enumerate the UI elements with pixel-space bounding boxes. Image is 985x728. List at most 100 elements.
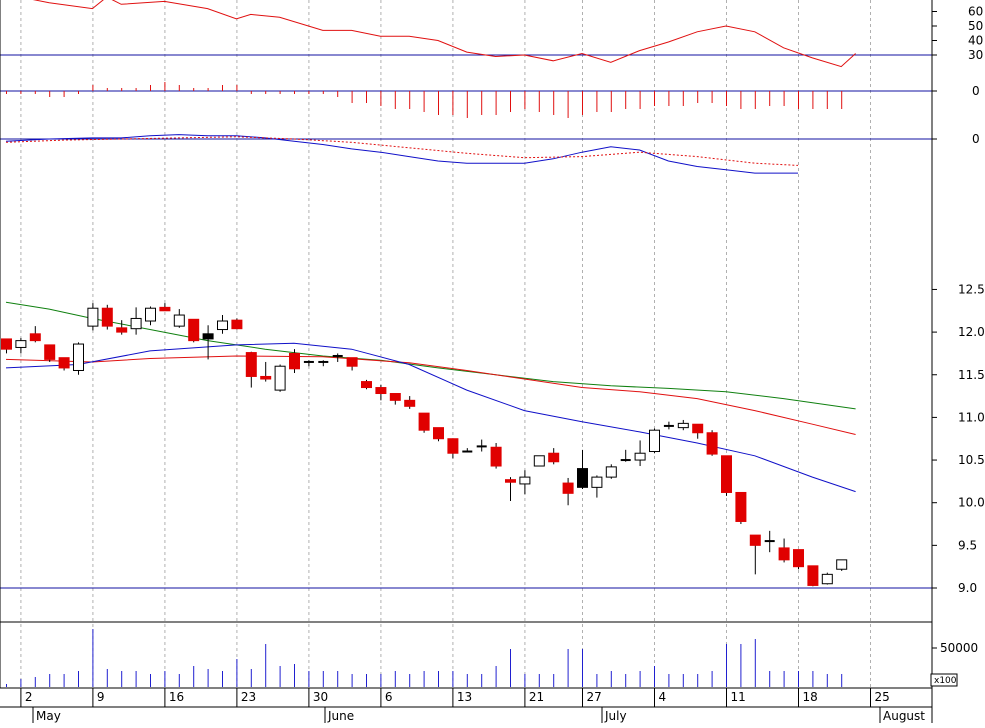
candle-body — [73, 343, 84, 371]
rsi-line — [32, 0, 856, 68]
price-axis-label: 9.5 — [958, 538, 977, 552]
candle-body — [749, 534, 761, 546]
x-tick-label: 9 — [97, 690, 105, 704]
candle — [519, 470, 531, 495]
candle-body — [130, 317, 142, 330]
candle — [188, 318, 200, 343]
candle — [764, 530, 775, 553]
candle — [289, 349, 300, 374]
ma-blue-line — [5, 342, 856, 493]
candle — [217, 315, 228, 334]
candle — [375, 384, 387, 401]
candle-body — [778, 547, 790, 561]
candle — [245, 351, 257, 388]
price-axis-label: 10.0 — [958, 496, 985, 510]
candle — [605, 464, 617, 479]
candle-body — [519, 476, 531, 485]
candle-body — [548, 452, 560, 463]
candle-body — [404, 399, 416, 407]
momentum-panel — [0, 82, 932, 118]
candle — [173, 309, 185, 328]
price-axis-label: 12.0 — [958, 325, 985, 339]
candle — [274, 364, 286, 392]
candle — [303, 360, 314, 367]
candle-body — [634, 452, 646, 461]
candle-body — [706, 432, 718, 455]
candle-body — [821, 573, 833, 585]
month-label: August — [883, 709, 925, 723]
volume-axis-label: 50000 — [940, 641, 978, 655]
candle-body — [591, 476, 603, 488]
candle — [231, 318, 243, 330]
month-label: June — [327, 709, 354, 723]
x-tick-label: 25 — [875, 690, 890, 704]
candle — [663, 421, 674, 430]
candle-body — [375, 387, 387, 395]
candle — [87, 303, 99, 331]
candle-body — [15, 340, 27, 348]
candle — [620, 449, 631, 462]
candle-body — [188, 318, 200, 342]
macd-zero-label: 0 — [972, 132, 980, 146]
volume-panel — [6, 629, 843, 687]
price-axis-label: 11.0 — [958, 410, 985, 424]
rsi-axis-label: 30 — [968, 48, 983, 62]
candle — [562, 477, 574, 506]
candle-body — [533, 455, 545, 467]
x-tick-label: 23 — [241, 690, 256, 704]
month-label: May — [36, 709, 61, 723]
candle — [548, 448, 560, 465]
candle-body — [735, 491, 747, 522]
candle — [101, 304, 113, 330]
candle — [73, 342, 84, 375]
candle-body — [217, 320, 228, 331]
candle-body — [836, 559, 848, 570]
candle — [260, 361, 272, 382]
candle — [490, 442, 502, 469]
candle — [202, 325, 214, 360]
candle — [404, 396, 416, 409]
candle — [634, 440, 646, 467]
candle-body — [677, 422, 689, 429]
candle — [318, 360, 329, 367]
candle-body — [389, 393, 401, 401]
candle-body — [116, 327, 128, 333]
candle — [476, 439, 487, 452]
price-axis-label: 10.5 — [958, 453, 985, 467]
grid-layer — [20, 0, 871, 688]
x-tick-label: 21 — [529, 690, 544, 704]
candle-body — [505, 479, 516, 483]
candle-body — [260, 375, 272, 380]
candle — [145, 306, 156, 326]
candle — [807, 565, 819, 587]
candle — [15, 338, 27, 354]
candle-body — [202, 333, 214, 340]
candle-body — [289, 352, 300, 370]
candle — [130, 307, 142, 335]
price-axis-label: 9.0 — [958, 581, 977, 595]
candle-body — [721, 455, 732, 493]
price-axis-label: 12.5 — [958, 282, 985, 296]
candle-body — [245, 352, 257, 377]
x-tick-label: 2 — [25, 690, 33, 704]
candle-body — [346, 357, 358, 367]
ma-red-line — [5, 355, 856, 435]
candle — [116, 320, 128, 335]
rsi-panel — [0, 0, 932, 68]
candle-body — [807, 565, 819, 586]
macd-signal-line — [5, 136, 799, 166]
candle-body — [433, 427, 444, 440]
candle — [793, 549, 804, 570]
candle — [462, 448, 473, 453]
candle-body — [159, 306, 171, 312]
candle-body — [793, 549, 804, 568]
candle-body — [418, 412, 430, 431]
candle — [821, 572, 833, 585]
candle — [706, 430, 718, 456]
candle-body — [605, 466, 617, 478]
x-tick-label: 11 — [731, 690, 746, 704]
month-label: July — [604, 709, 627, 723]
candle — [577, 449, 588, 490]
candle — [389, 393, 401, 405]
